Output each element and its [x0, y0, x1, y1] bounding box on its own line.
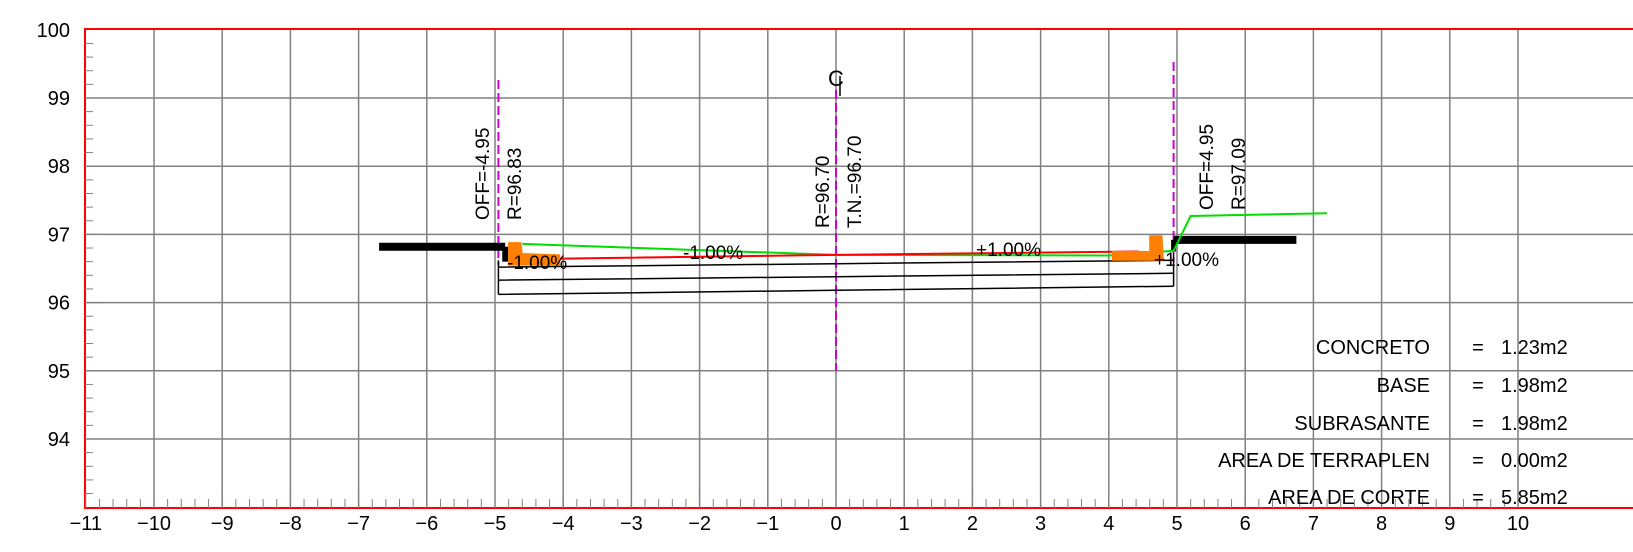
offset-lines: [497, 62, 1175, 371]
y-tick-label: 99: [48, 88, 70, 110]
x-tick-label: 0: [830, 513, 841, 535]
x-tick-label: 9: [1444, 513, 1455, 535]
y-tick-label: 98: [48, 156, 70, 178]
quantity-label: SUBRASANTE: [1294, 413, 1430, 435]
x-tick-label: −4: [552, 513, 575, 535]
quantity-equals: =: [1472, 337, 1484, 359]
center-elevation-label: R=96.70: [813, 156, 834, 228]
x-tick-label: 2: [967, 513, 978, 535]
x-axis-labels: −11 −10 −9 −8 −7 −6 −5 −4 −3 −2 −1 0 1 2 3 4 5 6 7 8 9 10: [70, 513, 1530, 535]
x-tick-label: 6: [1240, 513, 1251, 535]
x-tick-label: −9: [211, 513, 234, 535]
plot-frame: [84, 28, 1633, 509]
left-elevation-label: R=96.83: [505, 148, 526, 220]
axis-ticks: [85, 42, 1519, 508]
quantity-equals: =: [1472, 450, 1484, 472]
y-tick-label: 95: [48, 361, 70, 383]
left-curb: [508, 242, 561, 266]
quantity-equals: =: [1472, 413, 1484, 435]
centerline-symbol: C: [828, 66, 844, 91]
quantity-equals: =: [1472, 487, 1484, 509]
x-tick-label: −6: [415, 513, 438, 535]
right-elevation-label: R=97.09: [1229, 138, 1250, 210]
ground-profile-line: [522, 212, 1328, 257]
slope-label-left-inner: -1.00%: [683, 243, 743, 264]
y-axis-labels: 100 99 98 97 96 95 94: [37, 20, 70, 451]
x-tick-label: −8: [279, 513, 302, 535]
x-tick-label: −1: [756, 513, 779, 535]
quantity-label: CONCRETO: [1316, 337, 1430, 359]
right-offset-label: OFF=4.95: [1197, 124, 1218, 210]
y-tick-label: 94: [48, 429, 70, 451]
quantity-value: 1.23m2: [1501, 337, 1568, 359]
y-tick-label: 100: [37, 20, 70, 42]
right-curb: [1111, 235, 1164, 261]
y-tick-label: 97: [48, 224, 70, 246]
x-tick-label: −11: [70, 513, 102, 535]
quantity-value: 5.85m2: [1501, 487, 1568, 509]
quantity-label: BASE: [1377, 375, 1430, 397]
y-tick-label: 96: [48, 293, 70, 315]
quantities-table: CONCRETO = 1.23m2 BASE = 1.98m2 SUBRASAN…: [1218, 337, 1568, 509]
x-tick-label: 3: [1035, 513, 1046, 535]
x-tick-label: 4: [1103, 513, 1114, 535]
grid: [85, 29, 1633, 508]
quantity-label: AREA DE CORTE: [1268, 487, 1430, 509]
x-tick-label: 8: [1376, 513, 1387, 535]
quantity-value: 1.98m2: [1501, 375, 1568, 397]
quantity-equals: =: [1472, 375, 1484, 397]
curbs: [508, 235, 1164, 266]
base-bottom-line: [498, 272, 1174, 281]
concrete-bottom-line: [498, 259, 1174, 268]
slope-label-right-inner: +1.00%: [976, 240, 1041, 261]
x-tick-label: 1: [899, 513, 910, 535]
x-tick-label: −10: [137, 513, 171, 535]
quantity-label: AREA DE TERRAPLEN: [1218, 450, 1430, 472]
left-offset-label: OFF=-4.95: [473, 128, 494, 220]
x-tick-label: 10: [1507, 513, 1529, 535]
x-tick-label: −5: [484, 513, 507, 535]
quantity-value: 1.98m2: [1501, 413, 1568, 435]
x-tick-label: −7: [347, 513, 370, 535]
subgrade-bottom-line: [498, 285, 1174, 296]
x-tick-label: 7: [1308, 513, 1319, 535]
slope-label-left-outer: -1.00%: [507, 253, 567, 274]
quantity-value: 0.00m2: [1501, 450, 1568, 472]
slope-label-right-outer: +1.00%: [1154, 250, 1219, 271]
x-tick-label: −2: [688, 513, 711, 535]
center-ground-label: T.N.=96.70: [845, 136, 866, 228]
x-tick-label: −3: [620, 513, 643, 535]
x-tick-label: 5: [1171, 513, 1182, 535]
